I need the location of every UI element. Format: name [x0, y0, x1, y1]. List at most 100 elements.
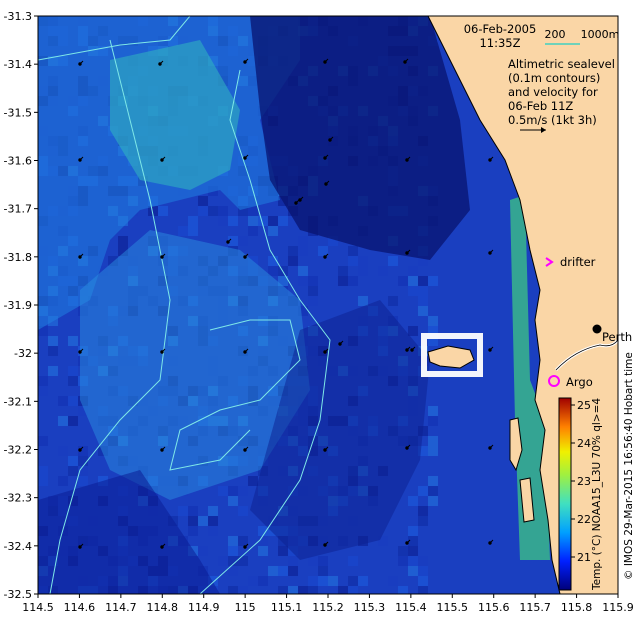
sst-pixel	[408, 496, 418, 506]
sst-pixel	[418, 306, 428, 316]
x-tick-label: 114.7	[105, 601, 137, 614]
sst-pixel	[58, 476, 68, 486]
velocity-arrow-base	[78, 62, 82, 66]
sst-pixel	[408, 276, 418, 286]
sst-pixel	[78, 446, 88, 456]
sst-pixel	[318, 246, 328, 256]
sst-pixel	[348, 576, 358, 586]
velocity-arrow-base	[488, 158, 492, 162]
x-tick-label: 114.6	[64, 601, 96, 614]
bathy-contour-inner	[199, 69, 331, 594]
sst-pixel	[408, 536, 418, 546]
sst-pixel	[38, 386, 48, 396]
sealevel-contour-eddy	[169, 319, 301, 471]
sst-pixel	[238, 206, 248, 216]
sst-pixel	[308, 296, 318, 306]
credit-text: © IMOS 29-Mar-2015 16:56:40 Hobart time	[623, 352, 635, 580]
velocity-scale-arrow	[520, 127, 546, 133]
y-tick-label: -31.9	[4, 299, 32, 312]
velocity-arrow-base	[323, 350, 327, 354]
velocity-arrow-base	[243, 350, 247, 354]
sst-pixel	[248, 226, 258, 236]
sst-pixel	[218, 206, 228, 216]
sst-pixel	[378, 536, 388, 546]
sst-pixel	[228, 546, 238, 556]
sst-pixel	[238, 536, 248, 546]
island-mask	[421, 333, 483, 377]
sst-pixel	[148, 206, 158, 216]
sst-pixel	[68, 466, 78, 476]
sst-pixel	[308, 286, 318, 296]
sst-pixel	[248, 216, 258, 226]
colorbar-tick-label: 23	[577, 475, 591, 488]
scale-label-1000: 1000m	[581, 28, 620, 41]
sst-pixel	[188, 226, 198, 236]
sst-pixel	[298, 236, 308, 246]
sst-pixel	[418, 296, 428, 306]
sst-pixel	[228, 566, 238, 576]
velocity-arrow-base	[323, 60, 327, 64]
sst-dark-core	[250, 16, 470, 260]
sst-pixel	[388, 576, 398, 586]
velocity-arrow-base	[324, 182, 328, 186]
sst-pixel	[398, 546, 408, 556]
sst-pixel	[208, 576, 218, 586]
sst-pixel	[398, 276, 408, 286]
sst-pixel	[428, 276, 438, 286]
sst-pixel	[278, 276, 288, 286]
colorbar-ticks: 25 24 23 22 21	[571, 399, 591, 564]
sst-pixel	[288, 256, 298, 266]
sst-pixel	[228, 216, 238, 226]
sst-pixel	[178, 506, 188, 516]
x-tick-label: 114.9	[188, 601, 220, 614]
sst-pixel	[268, 256, 278, 266]
sst-pixel	[68, 396, 78, 406]
velocity-arrow-base	[226, 240, 230, 244]
sst-pixel	[298, 306, 308, 316]
sst-pixel	[378, 266, 388, 276]
sst-pixel	[308, 586, 318, 594]
sst-pixel	[418, 256, 428, 266]
y-tick-label: -31.7	[4, 203, 32, 216]
sst-pixel	[358, 296, 368, 306]
colorbar-tick-label: 25	[577, 399, 591, 412]
sst-pixel	[338, 586, 348, 594]
sst-pixel	[228, 236, 238, 246]
sst-pixel	[268, 566, 278, 576]
x-tick-label: 115.7	[519, 601, 551, 614]
sst-pixel	[178, 226, 188, 236]
velocity-arrow-base	[158, 62, 162, 66]
sst-eddy-region	[80, 230, 310, 500]
y-axis: -31.3 -31.4 -31.5 -31.6 -31.7 -31.8 -31.9 -32 -3…	[4, 10, 38, 601]
sst-pixel	[238, 236, 248, 246]
velocity-arrow-base	[405, 348, 409, 352]
velocity-arrow-base	[405, 251, 409, 255]
sst-pixel	[228, 586, 238, 594]
sst-pixel	[218, 556, 228, 566]
swan-river-edge	[555, 339, 618, 371]
sst-pixel	[258, 216, 268, 226]
sst-pixel	[188, 216, 198, 226]
x-tick-label: 115.8	[561, 601, 593, 614]
sst-pixel	[38, 476, 48, 486]
sst-pixel	[258, 546, 268, 556]
sst-pixel	[318, 556, 328, 566]
colorbar-title: Temp. (°C) NOAA15_L3U 70% ql>=4	[591, 398, 603, 591]
sst-pixel	[398, 586, 408, 594]
sst-pixel	[118, 246, 128, 256]
sst-warm-region	[110, 40, 240, 190]
sst-pixel	[418, 516, 428, 526]
y-tick-label: -32.3	[4, 492, 32, 505]
sst-pixel	[198, 206, 208, 216]
sst-pixel	[288, 556, 298, 566]
sst-pixel	[198, 546, 208, 556]
velocity-arrow-base	[488, 251, 492, 255]
sst-pixel	[318, 566, 328, 576]
velocity-arrow-base	[243, 156, 247, 160]
sst-pixel	[408, 326, 418, 336]
sst-pixel	[308, 276, 318, 286]
sst-pixel	[48, 346, 58, 356]
sst-pixel	[428, 336, 438, 346]
legend-line-1: Altimetric sealevel	[508, 57, 615, 71]
sst-pixel	[288, 586, 298, 594]
